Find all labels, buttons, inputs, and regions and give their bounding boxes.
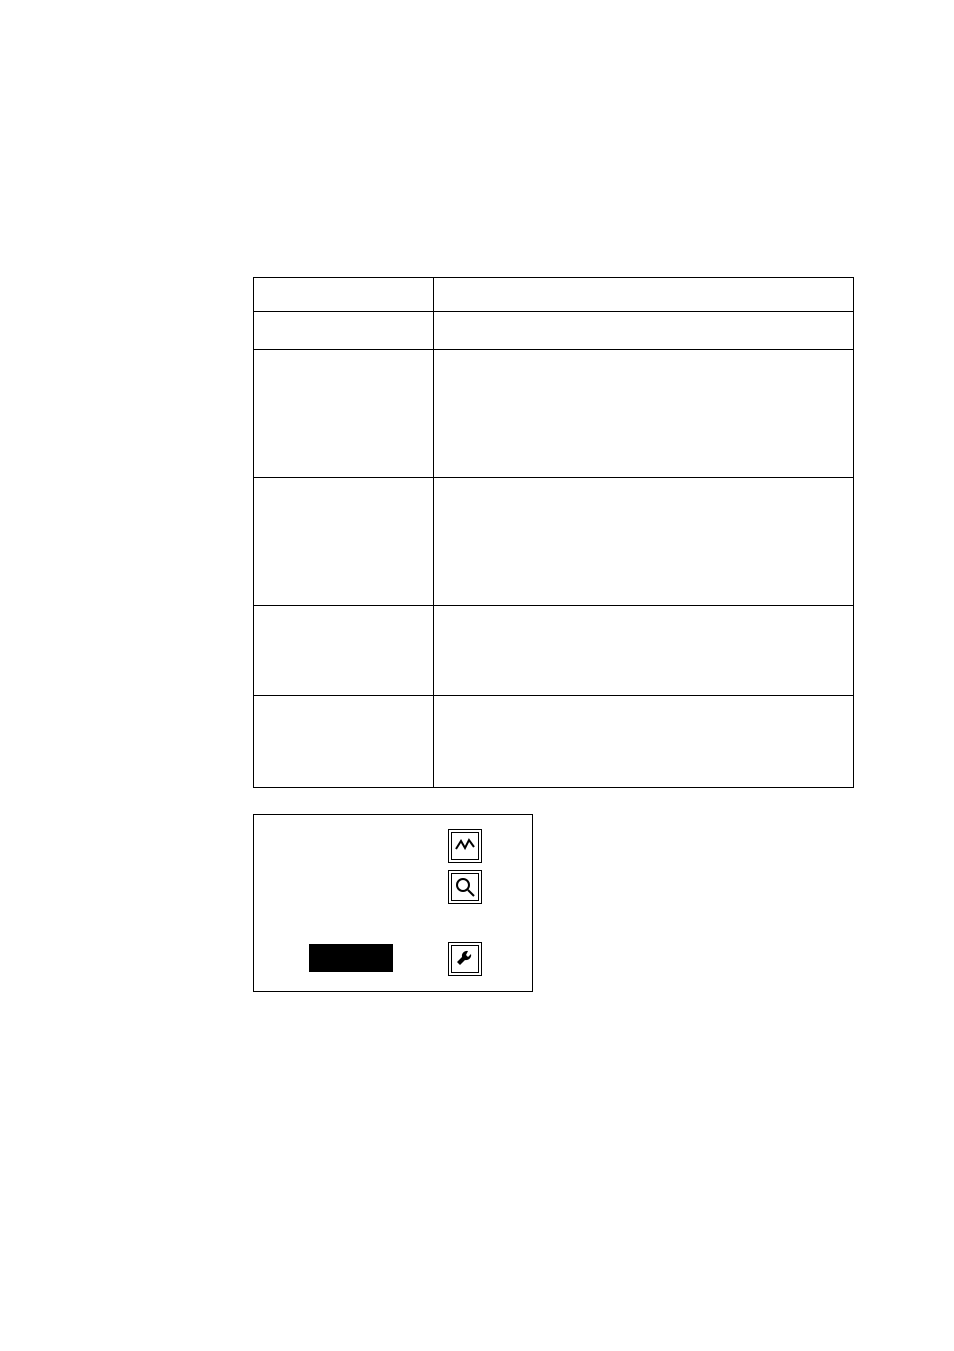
parameter-table [253, 277, 854, 788]
table-cell [433, 312, 853, 350]
table-row [254, 606, 854, 696]
table-row [254, 312, 854, 350]
table-cell [433, 478, 853, 606]
wrench-icon [454, 948, 476, 970]
table-cell [254, 478, 434, 606]
table-cell [254, 350, 434, 478]
table-cell [433, 696, 853, 788]
table-row [254, 278, 854, 312]
table-row [254, 478, 854, 606]
table-cell [254, 606, 434, 696]
zoom-button[interactable] [448, 870, 482, 904]
page [0, 0, 954, 1351]
table-cell [254, 278, 434, 312]
table-cell [254, 696, 434, 788]
table-row [254, 696, 854, 788]
table-cell [433, 606, 853, 696]
table-cell [254, 312, 434, 350]
device-screen [253, 814, 533, 992]
table-cell [433, 350, 853, 478]
content-area [253, 277, 854, 992]
table-row [254, 350, 854, 478]
magnify-icon [454, 876, 476, 898]
trend-icon [454, 835, 476, 857]
trend-button[interactable] [448, 829, 482, 863]
config-button[interactable] [448, 942, 482, 976]
table-cell [433, 278, 853, 312]
status-bar [309, 944, 393, 972]
